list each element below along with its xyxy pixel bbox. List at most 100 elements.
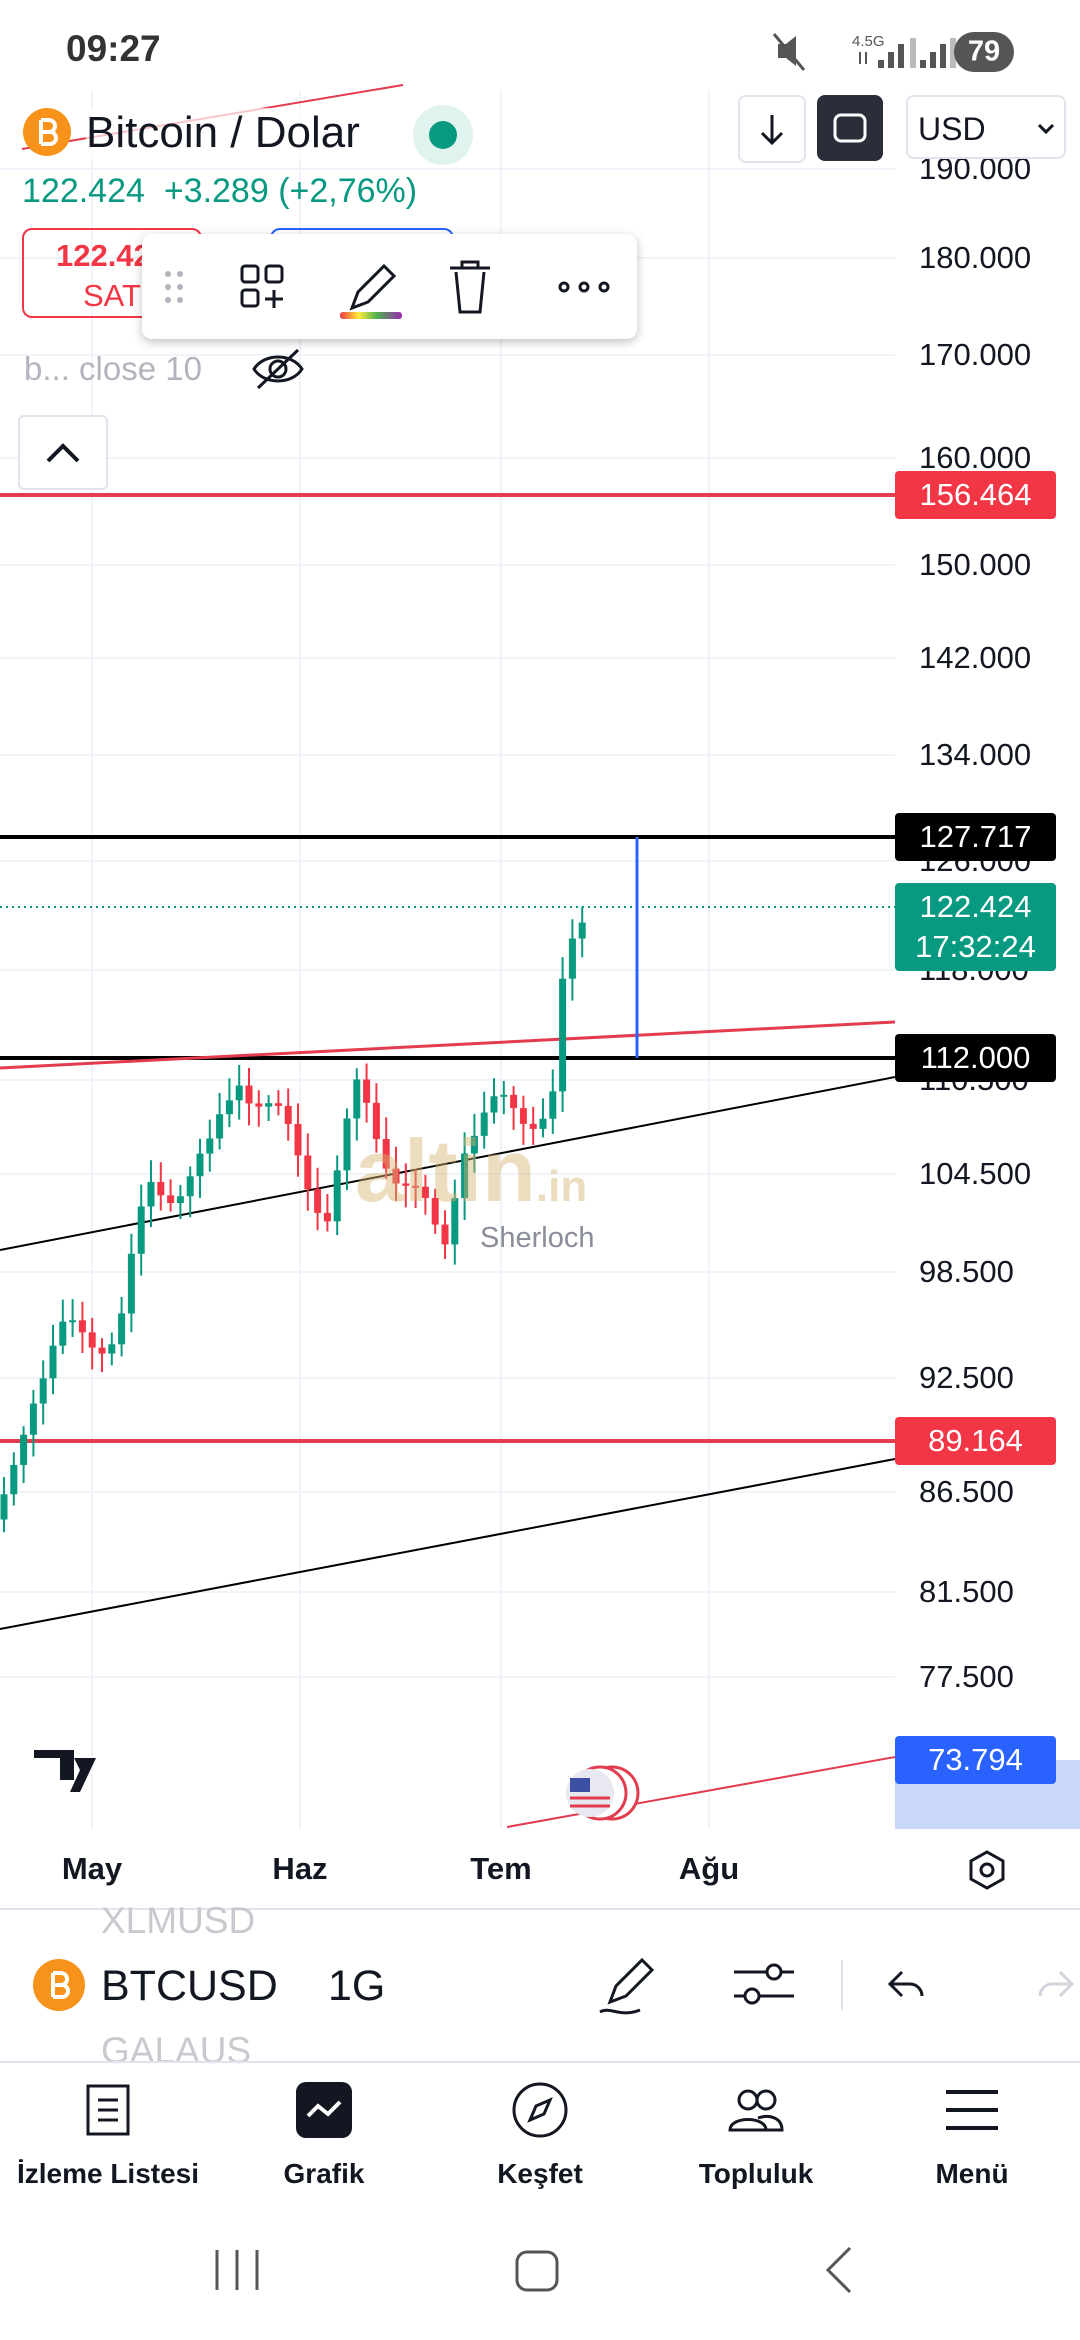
candle-body: [147, 1181, 155, 1207]
candle-body: [323, 1212, 331, 1222]
redo-icon[interactable]: [1038, 1970, 1075, 1998]
candle-body: [461, 1153, 469, 1199]
candle-body: [539, 1118, 547, 1129]
candle-body: [294, 1123, 302, 1156]
fullscreen-button[interactable]: [817, 95, 883, 161]
nav-item[interactable]: Keşfet: [432, 2080, 648, 2190]
price-axis-label: 170.000: [919, 337, 1032, 372]
market-status: [413, 105, 473, 165]
last-price-tag: 122.424 17:32:24: [895, 883, 1056, 971]
candle-body: [431, 1198, 439, 1225]
nav-label: Grafik: [283, 2158, 365, 2189]
candle-body: [578, 922, 586, 939]
price-axis-label: 86.500: [919, 1474, 1014, 1509]
price-axis-label: 92.500: [919, 1360, 1014, 1395]
toolbar-icons: [599, 1957, 1075, 2015]
candle-body: [372, 1102, 380, 1140]
candle-body: [480, 1112, 488, 1136]
candle-body: [284, 1105, 292, 1124]
delete-icon[interactable]: [450, 260, 490, 314]
price-axis-label: 160.000: [919, 440, 1032, 475]
candle-body: [510, 1094, 518, 1109]
candle-body: [157, 1181, 165, 1196]
color-icon[interactable]: [349, 263, 397, 311]
symbol-button[interactable]: BTCUSD: [101, 1962, 278, 2010]
candle-body: [29, 1403, 37, 1435]
nav-item[interactable]: İzleme Listesi: [0, 2080, 216, 2190]
candle-body: [392, 1168, 400, 1184]
drawing-author: Sherloch: [480, 1222, 595, 1254]
trend-line: [0, 1458, 896, 1630]
time-label: May: [61, 1851, 123, 1886]
price-axis-label: 98.500: [919, 1254, 1014, 1289]
candle-body: [216, 1114, 224, 1139]
coin-icon: [33, 1959, 85, 2011]
tv-logo: [34, 1750, 96, 1792]
nav-label: İzleme Listesi: [16, 2158, 200, 2189]
candle-body: [333, 1170, 341, 1222]
next-symbol: GALAUS: [101, 2030, 252, 2071]
candle-body: [20, 1434, 28, 1465]
flag-icon: [566, 1765, 640, 1821]
candle-body: [127, 1253, 135, 1314]
last-price: 122.424: [919, 889, 1032, 924]
candle-body: [343, 1118, 351, 1171]
price-axis-label: 142.000: [919, 640, 1032, 675]
time-label: Haz: [272, 1851, 328, 1886]
currency: USD: [918, 111, 986, 147]
price-axis-label: 77.500: [919, 1659, 1014, 1694]
more-icon[interactable]: [558, 281, 610, 293]
candle-body: [255, 1103, 263, 1107]
recent-apps[interactable]: [215, 2250, 259, 2290]
interval-button[interactable]: 1G: [328, 1962, 386, 2010]
candle-body: [353, 1079, 361, 1119]
candle-body: [519, 1108, 527, 1124]
status-icons: 4.5G 79: [772, 32, 1014, 72]
nav-item[interactable]: Menü: [864, 2080, 1080, 2190]
candle-body: [69, 1320, 77, 1323]
visibility-icon[interactable]: [248, 344, 308, 394]
trend-line: [0, 1020, 896, 1070]
nav-label: Menü: [935, 2158, 1009, 2189]
price-change: +3.289 (+2,76%): [163, 172, 418, 210]
time-label: Ağu: [678, 1851, 740, 1886]
price-tag: 112.000: [895, 1034, 1056, 1082]
price-tag: 73.794: [895, 1736, 1056, 1784]
draw-icon[interactable]: [599, 1957, 655, 2015]
candle-body: [137, 1206, 145, 1254]
price-axis-label: 104.500: [919, 1156, 1032, 1191]
candle-body: [274, 1103, 282, 1106]
candle-body: [235, 1085, 243, 1101]
candle-body: [176, 1196, 184, 1204]
candle-body: [49, 1345, 57, 1379]
coin-icon: [23, 108, 71, 156]
settings-icon[interactable]: [969, 1850, 1005, 1890]
watermark: altin.in: [355, 1120, 587, 1222]
candle-body: [402, 1183, 410, 1186]
nav-item[interactable]: Topluluk: [648, 2080, 864, 2190]
undo-icon[interactable]: [887, 1970, 924, 1998]
nav-item[interactable]: Grafik: [216, 2080, 432, 2190]
indicators-icon[interactable]: [734, 1963, 794, 2005]
price-axis-label: 81.500: [919, 1574, 1014, 1609]
download-button[interactable]: [738, 95, 806, 163]
candle-body: [225, 1100, 233, 1115]
currency-select[interactable]: USD: [906, 95, 1066, 159]
candle-body: [88, 1332, 96, 1348]
last-price: 122.424: [22, 172, 145, 210]
collapse-button[interactable]: [18, 415, 108, 490]
price-tag: 89.164: [895, 1417, 1056, 1465]
price-tag: 127.717: [895, 813, 1056, 861]
home[interactable]: [515, 2250, 559, 2292]
candle-body: [98, 1347, 106, 1354]
candle-body: [529, 1123, 537, 1129]
candle-body: [412, 1185, 420, 1188]
symbol-title[interactable]: Bitcoin / Dolar: [86, 108, 360, 158]
watermark-brand: altin: [355, 1121, 536, 1220]
templates-icon[interactable]: [240, 264, 284, 308]
bar-countdown: 17:32:24: [915, 929, 1036, 964]
indicator-label[interactable]: b... close 10: [24, 350, 202, 387]
back[interactable]: [825, 2246, 852, 2294]
candle-body: [59, 1321, 67, 1346]
